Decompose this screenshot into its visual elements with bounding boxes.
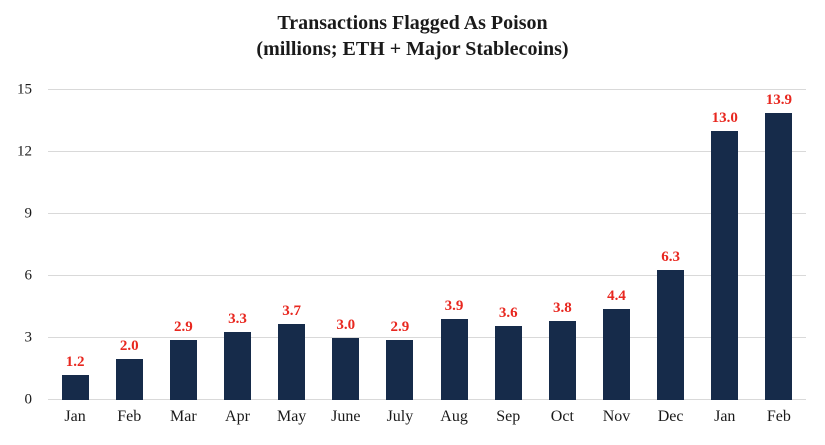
bar-value-label: 2.9	[390, 319, 410, 336]
bar-group: 2.0	[102, 90, 156, 400]
bar	[494, 325, 522, 400]
x-axis-labels: Jan Feb Mar Apr May June July Aug Sep Oct Nov Dec Ja…	[48, 407, 806, 427]
bar-group: 13.0	[698, 90, 752, 400]
bar	[548, 321, 576, 400]
chart-title: Transactions Flagged As Poison	[277, 12, 548, 34]
gridline	[48, 89, 806, 90]
gridline	[48, 151, 806, 152]
bar-group: 2.9	[156, 90, 210, 400]
y-tick-label: 9	[24, 205, 33, 222]
x-tick-label: Jan	[64, 408, 86, 425]
y-tick-label: 6	[24, 267, 33, 284]
bar	[223, 331, 251, 400]
bar-value-label: 1.2	[65, 354, 85, 371]
bar	[711, 131, 739, 400]
bar-value-label: 3.6	[498, 304, 518, 321]
gridlines	[48, 89, 806, 400]
chart-subtitle: (millions; ETH + Major Stablecoins)	[256, 38, 569, 60]
x-tick-label: Sep	[496, 408, 521, 425]
bar-value-label: 3.3	[228, 310, 247, 327]
gridline	[48, 337, 806, 338]
x-tick-label: Dec	[657, 408, 684, 425]
bar-group: 3.3	[210, 90, 264, 400]
bar	[765, 112, 793, 400]
bar-group: 3.6	[481, 90, 535, 400]
bar	[386, 340, 414, 400]
x-tick-label: Feb	[766, 408, 791, 425]
x-tick-label: Mar	[170, 408, 197, 425]
y-axis: 0 3 6 9 12 15	[0, 82, 40, 407]
gridline	[48, 213, 806, 214]
bar-value-label: 13.0	[711, 110, 738, 127]
x-tick-label: June	[331, 408, 361, 425]
bar-group: 3.7	[265, 90, 319, 400]
bar	[440, 319, 468, 400]
chart-title-block: Transactions Flagged As Poison (millions…	[0, 10, 825, 62]
y-tick-label: 12	[17, 143, 32, 160]
bar-group: 4.4	[589, 90, 643, 400]
bar-value-label: 2.9	[173, 319, 193, 336]
x-tick-label: Apr	[225, 408, 250, 425]
bar-value-label: 4.4	[607, 288, 626, 305]
bar-value-label: 3.7	[282, 302, 301, 319]
bar	[115, 358, 143, 400]
bar	[169, 340, 197, 400]
bar-value-label: 3.0	[336, 317, 356, 333]
bar-group: 3.8	[535, 90, 589, 400]
gridline	[48, 275, 806, 276]
bar	[278, 323, 306, 400]
x-tick-label: Feb	[117, 408, 142, 425]
x-tick-label: Jan	[714, 408, 736, 425]
y-tick-label: 15	[17, 81, 32, 98]
bar-value-label: 6.3	[661, 248, 680, 265]
x-tick-label: Oct	[550, 408, 574, 425]
bar-value-label: 3.9	[444, 298, 464, 315]
bar-group: 2.9	[373, 90, 427, 400]
bar-value-label: 2.0	[119, 337, 139, 354]
bar-group: 13.9	[752, 90, 806, 400]
bar-value-label: 3.8	[552, 300, 572, 317]
y-tick-label: 3	[24, 329, 33, 346]
x-tick-label: May	[276, 408, 307, 425]
bar-group: 1.2	[48, 90, 102, 400]
bars-row: 1.2 2.0 2.9 3.3 3.7 3.0 2.9 3.9 3.6 3.8 4.4 6.3 13.0…	[48, 90, 806, 400]
bar	[657, 269, 685, 400]
bar	[332, 338, 360, 400]
bar-value-label: 13.9	[765, 91, 793, 108]
bar-group: 3.9	[427, 90, 481, 400]
gridline	[48, 399, 806, 400]
x-tick-label: Aug	[440, 408, 468, 425]
bar	[61, 375, 89, 400]
x-tick-label: July	[386, 408, 414, 425]
bar-group: 6.3	[644, 90, 698, 400]
plot-area: 1.2 2.0 2.9 3.3 3.7 3.0 2.9 3.9 3.6 3.8 4.4 6.3 13.0…	[48, 89, 806, 400]
y-tick-label: 0	[24, 391, 33, 408]
bar	[602, 309, 630, 400]
x-tick-label: Nov	[602, 408, 631, 425]
bar-group: 3.0	[319, 90, 373, 400]
